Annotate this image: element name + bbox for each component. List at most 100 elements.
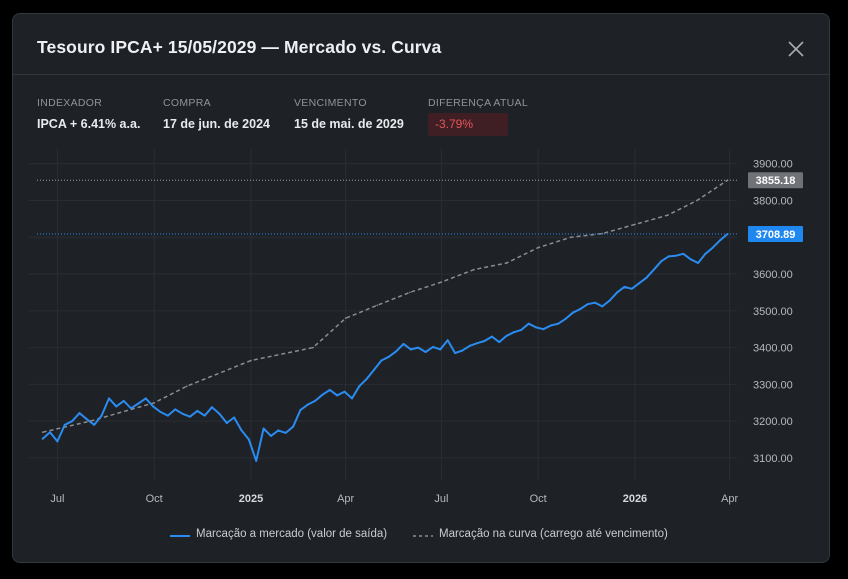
data-point-market [100, 414, 103, 417]
data-point-market [380, 359, 383, 362]
y-tick-label: 3500.00 [753, 306, 793, 318]
legend-item-curve[interactable]: Marcação na curva (carrego até venciment… [413, 528, 668, 540]
data-point-market [608, 299, 611, 302]
info-indexador: INDEXADOR IPCA + 6.41% a.a. [37, 97, 140, 131]
data-point-market [343, 390, 346, 393]
data-point-market [498, 341, 501, 344]
data-point-market [122, 399, 125, 402]
data-point-market [593, 301, 596, 304]
legend-label: Marcação na curva (carrego até venciment… [439, 528, 668, 540]
data-point-market [586, 303, 589, 306]
info-label: DIFERENÇA ATUAL [428, 97, 528, 109]
y-tick-label: 3300.00 [753, 379, 793, 391]
close-icon [788, 41, 804, 57]
modal-header: Tesouro IPCA+ 15/05/2029 — Mercado vs. C… [13, 14, 829, 75]
data-point-market [638, 282, 641, 285]
data-point-market [233, 416, 236, 419]
data-point-market [93, 423, 96, 426]
data-point-market [174, 408, 177, 411]
y-tick-label: 3800.00 [753, 195, 793, 207]
line-chart[interactable]: 3100.00 3200.00 3300.00 3400.00 3500.00 3600.… [13, 14, 830, 514]
data-point-market [328, 388, 331, 391]
difference-badge: -3.79% [428, 113, 508, 136]
x-tick-label: Jul [50, 493, 64, 505]
data-point-market [107, 397, 110, 400]
data-point-market [56, 440, 59, 443]
data-point-market [711, 246, 714, 249]
data-point-market [306, 403, 309, 406]
data-point-market [218, 412, 221, 415]
data-point-curve [186, 385, 188, 388]
solid-line-icon [170, 535, 190, 537]
y-tick-label: 3100.00 [753, 453, 793, 465]
data-point-market [262, 427, 265, 430]
data-point-market [350, 397, 353, 400]
data-point-curve [537, 246, 539, 249]
data-point-market [49, 431, 52, 434]
data-point-market [336, 394, 339, 397]
data-point-market [446, 339, 449, 342]
data-point-market [564, 317, 567, 320]
data-point-curve [312, 346, 314, 349]
data-point-market [321, 393, 324, 396]
data-point-market [601, 305, 604, 308]
data-point-market [166, 414, 169, 417]
data-point-market [247, 438, 250, 441]
dashed-line-icon [413, 535, 433, 537]
data-point-market [240, 429, 243, 432]
data-point-market [255, 459, 258, 462]
info-label: INDEXADOR [37, 97, 103, 109]
data-point-market [697, 262, 700, 265]
price-tag-curve [748, 172, 803, 189]
data-point-market [373, 368, 376, 371]
data-point-market [468, 344, 471, 347]
legend-label: Marcação a mercado (valor de saída) [196, 528, 388, 540]
legend-item-market[interactable]: Marcação a mercado (valor de saída) [170, 528, 387, 540]
data-point-curve [440, 281, 443, 283]
y-tick-label: 3900.00 [753, 159, 793, 171]
data-point-market [63, 423, 66, 426]
data-point-market [616, 291, 619, 294]
data-point-market [667, 255, 670, 258]
data-point-market [365, 377, 368, 380]
data-point-market [144, 397, 147, 400]
data-point-market [439, 348, 442, 351]
data-point-market [137, 402, 140, 405]
data-point-market [78, 412, 81, 415]
data-point-market [483, 339, 486, 342]
x-tick-label: Oct [146, 493, 163, 505]
data-point-market [152, 405, 155, 408]
close-button[interactable] [785, 38, 807, 60]
data-point-market [188, 415, 191, 418]
data-point-market [704, 252, 707, 255]
price-tag-curve-label: 3855.18 [756, 175, 796, 187]
x-tick-label: Jul [434, 493, 448, 505]
data-point-market [417, 346, 420, 349]
data-point-curve [250, 359, 252, 362]
x-tick-label: Apr [721, 493, 738, 505]
data-point-market [211, 406, 214, 409]
data-point-curve [153, 401, 155, 404]
y-tick-label: 3600.00 [753, 269, 793, 281]
series-line-market [42, 233, 729, 462]
data-point-market [358, 385, 361, 388]
data-point-market [542, 328, 545, 331]
data-point-market [269, 434, 272, 437]
data-point-market [159, 410, 162, 413]
data-point-market [674, 254, 677, 257]
data-point-market [395, 350, 398, 353]
info-label: VENCIMENTO [294, 97, 367, 109]
data-point-market [645, 276, 648, 279]
data-point-curve [505, 262, 508, 264]
data-point-market [181, 412, 184, 415]
data-point-market [284, 431, 287, 434]
data-point-market [689, 258, 692, 261]
y-tick-label: 3400.00 [753, 343, 793, 355]
data-point-market [660, 260, 663, 263]
price-tag-market [748, 225, 803, 242]
data-point-market [652, 268, 655, 271]
data-point-market [71, 420, 74, 423]
x-tick-label: 2025 [239, 493, 263, 505]
data-point-market [461, 349, 464, 352]
info-value: 17 de jun. de 2024 [163, 117, 270, 131]
